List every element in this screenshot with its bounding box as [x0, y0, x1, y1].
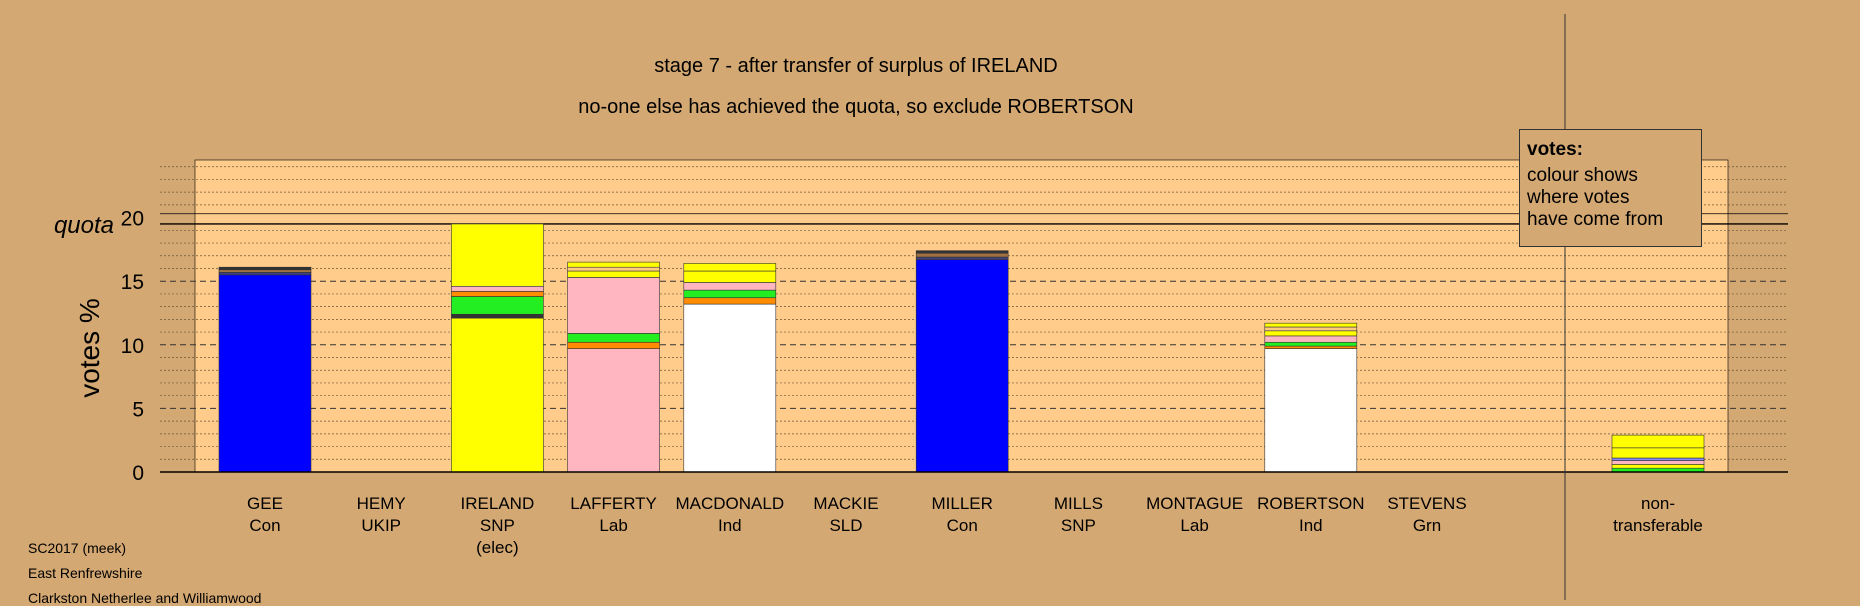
- candidate-name: ROBERTSON: [1257, 494, 1364, 513]
- candidate-party: Ind: [1299, 516, 1323, 535]
- bar-lafferty-segment: [567, 266, 660, 272]
- candidate-note: (elec): [476, 538, 519, 557]
- quota-label: quota: [54, 212, 114, 239]
- footer-council: East Renfrewshire: [28, 565, 143, 581]
- bar-nontransferable-segment: [1611, 434, 1705, 449]
- y-tick-label: 5: [132, 398, 144, 421]
- bar-miller-segment: [915, 250, 1009, 254]
- bar-miller-segment: [915, 259, 1009, 473]
- nontransferable-label: non-: [1641, 494, 1675, 513]
- bar-nontransferable-segment: [1611, 457, 1705, 461]
- bar-ireland-segment: [451, 291, 544, 297]
- bar-lafferty-segment: [567, 348, 660, 473]
- bar-nontransferable-segment: [1611, 447, 1705, 459]
- bar-ireland-segment: [451, 317, 544, 473]
- x-axis-labels: GEE Con HEMY UKIP IRELAND SNP (elec) LAFFERTY La…: [247, 494, 1703, 557]
- y-tick-label: 15: [121, 271, 144, 294]
- candidate-name: MONTAGUE: [1146, 494, 1243, 513]
- candidate-party: Lab: [1180, 516, 1208, 535]
- bar-lafferty-segment: [567, 261, 660, 268]
- bar-robertson-segment: [1264, 330, 1358, 337]
- bar-robertson-segment: [1264, 341, 1358, 347]
- legend-box: votes: colour shows where votes have com…: [1519, 129, 1702, 247]
- bar-ireland-segment: [451, 285, 544, 292]
- bars: [218, 223, 1705, 473]
- bar-robertson-segment: [1264, 335, 1358, 343]
- candidate-party: Grn: [1413, 516, 1441, 535]
- axes: 0 5 10 15 20: [121, 14, 1788, 600]
- candidate-name: IRELAND: [461, 494, 535, 513]
- candidate-party: UKIP: [361, 516, 401, 535]
- bar-macdonald-segment: [683, 289, 777, 299]
- candidate-party: SNP: [1061, 516, 1096, 535]
- bar-ireland-segment: [451, 296, 544, 315]
- candidate-party: Lab: [599, 516, 627, 535]
- bar-macdonald-segment: [683, 263, 777, 272]
- candidate-name: MILLER: [931, 494, 992, 513]
- chart-title: stage 7 - after transfer of surplus of I…: [654, 55, 1058, 77]
- legend-line: have come from: [1527, 209, 1664, 230]
- bar-nontransferable-segment: [1611, 464, 1705, 469]
- bar-gee-segment: [218, 269, 312, 273]
- candidate-name: STEVENS: [1387, 494, 1466, 513]
- candidate-name: MILLS: [1054, 494, 1103, 513]
- y-tick-label: 10: [121, 335, 144, 358]
- bar-macdonald-segment: [683, 297, 777, 305]
- bar-nontransferable-segment: [1611, 460, 1705, 465]
- candidate-party: Con: [249, 516, 280, 535]
- candidate-party: SNP: [480, 516, 515, 535]
- legend-line: where votes: [1527, 187, 1630, 208]
- bar-macdonald-segment: [683, 270, 777, 283]
- bar-ireland-segment: [451, 223, 544, 287]
- bar-robertson-segment: [1264, 348, 1358, 473]
- bar-lafferty-segment: [567, 277, 660, 334]
- candidate-party: SLD: [829, 516, 862, 535]
- bar-gee-segment: [218, 266, 312, 271]
- y-axis-label: votes %: [74, 298, 105, 398]
- candidate-party: Con: [947, 516, 978, 535]
- candidate-party: Ind: [718, 516, 742, 535]
- footer-ward: Clarkston Netherlee and Williamwood: [28, 590, 262, 606]
- bar-lafferty-segment: [567, 333, 660, 343]
- legend-title: votes:: [1527, 139, 1583, 160]
- chart-subtitle: no-one else has achieved the quota, so e…: [578, 96, 1134, 118]
- y-tick-label: 0: [132, 462, 144, 485]
- candidate-name: MACKIE: [813, 494, 878, 513]
- candidate-name: MACDONALD: [675, 494, 784, 513]
- bar-gee-segment: [218, 274, 312, 473]
- legend-line: colour shows: [1527, 165, 1638, 186]
- bar-gee-segment: [218, 271, 312, 276]
- candidate-name: LAFFERTY: [570, 494, 657, 513]
- bar-robertson-segment: [1264, 345, 1358, 349]
- footer-method: SC2017 (meek): [28, 540, 127, 556]
- bar-macdonald-segment: [683, 303, 777, 473]
- bar-lafferty-segment: [567, 270, 660, 278]
- bar-macdonald-segment: [683, 282, 777, 291]
- bar-robertson-segment: [1264, 326, 1358, 332]
- y-tick-label: 20: [121, 208, 144, 231]
- candidate-name: GEE: [247, 494, 283, 513]
- bar-lafferty-segment: [567, 341, 660, 349]
- bar-miller-segment: [915, 256, 1009, 260]
- bar-ireland-segment: [451, 313, 544, 319]
- candidate-name: HEMY: [357, 494, 406, 513]
- nontransferable-label: transferable: [1613, 516, 1703, 535]
- bar-robertson-segment: [1264, 322, 1358, 328]
- bar-miller-segment: [915, 252, 1009, 258]
